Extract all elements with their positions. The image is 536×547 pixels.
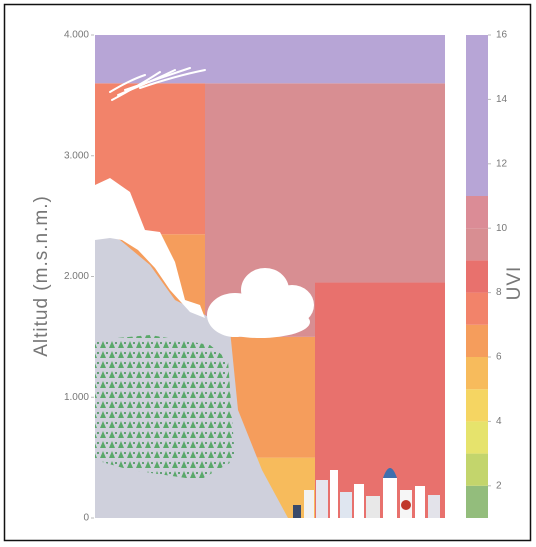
colorbar-band — [466, 196, 488, 228]
y-tick-label: 2.000 — [64, 271, 89, 282]
colorbar-tick-label: 6 — [496, 352, 502, 363]
colorbar-label: UVI — [504, 266, 525, 301]
chart: Altitud (m.s.n.m.) UVI 0 1.000 2.000 3.000 4… — [0, 0, 536, 547]
y-tick-label: 0 — [83, 513, 89, 524]
colorbar-tick-label: 2 — [496, 480, 502, 491]
uvi-region — [205, 35, 315, 83]
colorbar-band — [466, 454, 488, 486]
y-tick-label: 3.000 — [64, 150, 89, 161]
colorbar-band — [466, 389, 488, 421]
colorbar-band — [466, 325, 488, 357]
colorbar-tick-label: 10 — [496, 223, 508, 234]
colorbar-tick-label: 12 — [496, 158, 508, 169]
y-tick-label: 4.000 — [64, 30, 89, 41]
colorbar-band — [466, 357, 488, 389]
colorbar-band — [466, 260, 488, 292]
colorbar-band — [466, 421, 488, 453]
colorbar-band — [466, 228, 488, 260]
colorbar-tick-label: 8 — [496, 287, 502, 298]
uvi-region — [95, 35, 205, 83]
uvi-region — [315, 83, 445, 282]
y-axis-label: Altitud (m.s.n.m.) — [31, 195, 52, 357]
y-tick-label: 1.000 — [64, 392, 89, 403]
colorbar-band — [466, 35, 488, 196]
colorbar-band — [466, 486, 488, 518]
colorbar-tick-label: 16 — [496, 30, 508, 41]
colorbar-tick-label: 14 — [496, 94, 508, 105]
uvi-region — [315, 35, 445, 83]
forest — [95, 335, 235, 480]
colorbar-tick-label: 4 — [496, 416, 502, 427]
colorbar-band — [466, 293, 488, 325]
